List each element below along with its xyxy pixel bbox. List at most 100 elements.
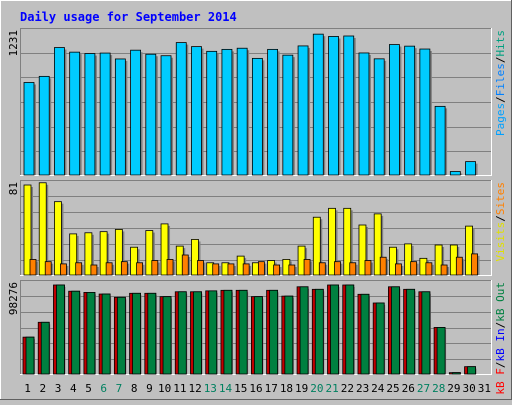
- bar-sites-day-7: [120, 261, 128, 276]
- bar-hits-day-7: [114, 58, 126, 176]
- x-tick-label: 31: [478, 382, 491, 395]
- bar-visits-day-1: [23, 184, 32, 276]
- bar-hits-day-16: [251, 57, 263, 176]
- bar-kb-out-day-3: [56, 284, 65, 375]
- bar-visits-day-9: [145, 230, 154, 276]
- bar-sites-day-14: [227, 263, 235, 276]
- x-tick-label: 29: [447, 382, 460, 395]
- bar-kb-out-day-20: [314, 288, 324, 375]
- bar-sites-day-16: [257, 261, 265, 276]
- bar-visits-day-3: [54, 201, 62, 276]
- bar-sites-day-25: [395, 263, 402, 276]
- bar-sites-day-5: [90, 264, 98, 276]
- bar-hits-day-26: [404, 45, 416, 176]
- legend: Visits/Sites: [494, 182, 507, 262]
- y-max-label: 81: [7, 182, 20, 195]
- bar-sites-day-4: [75, 262, 83, 276]
- bar-hits-day-30: [465, 161, 476, 176]
- chart-title: Daily usage for September 2014: [20, 10, 237, 24]
- bar-hits-day-13: [206, 50, 218, 176]
- x-tick-label: 21: [326, 382, 339, 395]
- bar-kb-out-day-25: [391, 286, 400, 375]
- bar-hits-day-6: [99, 52, 111, 176]
- bar-kb-out-day-18: [284, 295, 294, 375]
- bar-sites-day-27: [425, 262, 433, 276]
- bar-visits-day-28: [434, 244, 443, 276]
- bar-kb-out-day-2: [40, 321, 50, 375]
- legend-item-visits: Visits: [494, 222, 507, 262]
- bar-sites-day-3: [60, 263, 67, 276]
- x-tick-label: 25: [386, 382, 399, 395]
- bar-kb-out-day-13: [208, 290, 218, 375]
- bar-visits-day-2: [38, 182, 47, 276]
- x-tick-label: 12: [188, 382, 201, 395]
- x-tick-label: 3: [55, 382, 62, 395]
- legend-item-hits: Hits: [494, 30, 507, 57]
- x-tick-label: 1: [24, 382, 31, 395]
- x-tick-label: 28: [432, 382, 445, 395]
- legend-separator: /: [494, 215, 507, 222]
- panel-2: 81 Visits/Sites: [7, 180, 507, 276]
- bar-sites-day-11: [181, 254, 189, 276]
- x-tick-label: 6: [100, 382, 107, 395]
- x-tick-label: 7: [116, 382, 123, 395]
- x-tick-label: 8: [131, 382, 138, 395]
- x-tick-label: 11: [173, 382, 186, 395]
- bar-kb-out-day-8: [132, 292, 141, 375]
- legend-item-sites: Sites: [494, 182, 507, 215]
- legend-item-kb-in: kB In: [494, 328, 507, 361]
- bar-visits-day-7: [114, 229, 123, 276]
- bar-visits-day-5: [84, 232, 93, 276]
- bar-sites-day-1: [29, 259, 37, 276]
- y-max-label: 1231: [7, 30, 20, 57]
- bar-sites-day-29: [455, 256, 463, 276]
- bar-kb-out-day-10: [162, 296, 172, 375]
- bar-kb-out-day-22: [345, 284, 355, 375]
- bar-visits-day-20: [312, 216, 321, 276]
- bar-visits-day-24: [373, 213, 382, 276]
- bar-hits-day-8: [130, 49, 141, 176]
- bar-sites-day-10: [166, 259, 174, 276]
- bar-hits-day-5: [84, 53, 96, 176]
- bar-kb-out-day-29: [451, 372, 461, 375]
- bar-sites-day-6: [105, 262, 113, 276]
- bar-hits-day-20: [312, 33, 324, 176]
- bar-kb-out-day-17: [269, 289, 279, 375]
- bar-hits-day-9: [145, 53, 157, 176]
- x-tick-label: 2: [40, 382, 47, 395]
- bar-hits-day-25: [389, 44, 400, 176]
- bar-hits-day-19: [297, 45, 309, 176]
- bar-hits-day-3: [54, 47, 65, 176]
- bar-kb-out-day-23: [360, 293, 370, 375]
- bar-visits-day-4: [69, 233, 78, 276]
- bar-kb-out-day-30: [467, 366, 476, 375]
- bar-hits-day-1: [23, 82, 35, 176]
- bar-hits-day-12: [191, 46, 202, 176]
- x-tick-label: 13: [204, 382, 217, 395]
- legend-separator: /: [494, 57, 507, 64]
- legend-item-files: Files: [494, 63, 507, 96]
- bar-sites-day-26: [410, 261, 418, 276]
- legend-separator: /: [494, 96, 507, 103]
- x-tick-label: 18: [280, 382, 293, 395]
- bar-sites-day-24: [379, 256, 387, 276]
- bar-hits-day-2: [38, 75, 50, 176]
- legend: Pages/Files/Hits: [494, 30, 507, 136]
- bar-sites-day-12: [197, 260, 204, 276]
- bar-kb-out-day-4: [71, 290, 81, 375]
- bar-sites-day-18: [288, 264, 296, 276]
- panel-1: 1231 Pages/Files/Hits: [7, 28, 507, 176]
- x-tick-label: 20: [310, 382, 323, 395]
- bar-hits-day-28: [434, 105, 446, 176]
- bar-hits-day-21: [328, 36, 339, 176]
- bar-sites-day-13: [212, 263, 220, 276]
- bar-hits-day-14: [221, 48, 233, 176]
- bar-visits-day-22: [343, 207, 352, 276]
- bar-visits-day-23: [358, 224, 367, 276]
- bar-hits-day-11: [175, 42, 187, 176]
- x-tick-label: 5: [85, 382, 92, 395]
- legend-separator: /: [494, 362, 507, 369]
- bar-kb-out-day-7: [116, 296, 126, 375]
- bar-kb-out-day-15: [238, 289, 248, 375]
